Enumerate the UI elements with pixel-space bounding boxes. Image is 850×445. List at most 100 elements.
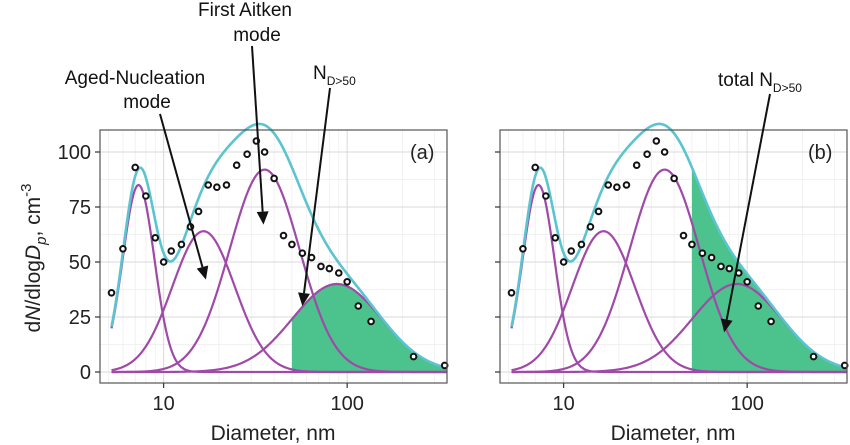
data-point [679,231,688,240]
x-axis-label-b: Diameter, nm [611,422,736,445]
data-point [107,289,116,297]
mode-curve-3 [511,168,847,374]
panel-b-label: (b) [808,142,832,164]
shaded-nd50-area [291,284,447,372]
data-point [754,302,763,310]
y-tick-label: 50 [69,252,91,274]
data-point [519,245,527,253]
y-tick-label: 0 [80,362,91,384]
y-axis-label-tail: , cm [22,197,45,237]
data-point [222,181,231,189]
x-tick-label: 100 [730,393,763,415]
data-point [119,245,127,253]
arrow-nd50 [298,87,331,306]
y-tick-label: 100 [58,142,91,164]
anno-total-main: total N [718,70,773,91]
data-point [317,262,325,271]
data-point [354,302,363,310]
data-point [652,137,661,145]
data-point [594,207,603,216]
arrow-aged-nucleation [159,113,209,280]
x-tick-label: 10 [553,393,575,415]
data-point [334,269,343,277]
x-tick-label: 100 [330,393,363,415]
panel-a-ticks: 10 100 0 25 50 75 100 [58,142,364,415]
data-point [660,148,669,156]
data-point [142,192,150,200]
data-point [559,258,568,266]
total-fit-curve [510,122,848,370]
anno-nd50-main: N [313,63,327,84]
data-point [270,174,278,183]
mode-curve-3 [111,168,447,374]
panel-a-marks [107,122,449,374]
data-point [232,161,241,169]
data-point [507,289,516,297]
data-point [151,234,160,242]
data-point [670,174,678,183]
y-axis-label-sub: p [33,237,50,246]
arrow-first-aitken [251,45,269,225]
data-point [707,253,716,262]
y-tick-label: 75 [69,197,91,219]
arrow-total-nd50 [720,93,771,333]
y-axis-label: dN/dlogDp, cm-3 [18,184,50,333]
panel-b-ticks: 10 100 [495,151,764,415]
panel-b: 10 100 (b) [495,122,849,415]
y-axis-label-mid: /dlog [22,260,45,306]
x-axis-label-a: Diameter, nm [211,422,336,445]
data-point [409,352,418,361]
anno-nd50: ND>50 [313,63,356,88]
panel-a: 10 100 0 25 50 75 100 (a) [58,122,449,415]
y-axis-label-sup: -3 [18,184,35,197]
data-point [367,317,375,326]
data-point [613,183,621,191]
y-tick-label: 25 [69,307,91,329]
y-axis-label-d: d [22,321,45,333]
data-point [531,163,540,172]
panel-a-label: (a) [410,142,434,164]
data-point [604,181,613,189]
data-point [632,161,641,169]
data-point [586,223,595,231]
data-point [288,240,296,249]
data-point [567,247,576,255]
data-point [213,183,221,191]
y-axis-label-n: N [22,305,45,321]
data-point [194,207,203,216]
data-point [725,264,734,273]
data-point [159,258,168,266]
data-point [167,247,176,255]
data-point [542,192,550,200]
data-point [243,150,251,158]
data-point [743,278,751,286]
data-point [767,317,775,326]
data-point [279,231,288,240]
data-point [717,262,725,271]
anno-total-nd50: total ND>50 [718,70,802,95]
anno-nd50-sub: D>50 [327,74,356,88]
annotation-aged-nucleation: Aged-Nucleation mode [65,68,205,113]
anno-total-sub: D>50 [773,81,802,95]
data-point [643,150,651,158]
data-point [131,163,140,172]
data-point [298,249,307,257]
x-tick-label: 10 [153,393,175,415]
anno-aitken-line1: First Aitken [198,0,292,21]
data-point [177,240,186,249]
data-point [343,278,351,286]
panel-b-frame [499,129,848,384]
data-point [622,181,631,189]
total-fit-curve [110,122,448,370]
panel-a-frame [99,129,448,384]
y-axis-label-dp: D [22,245,45,260]
data-point [260,148,269,156]
data-point [688,240,696,249]
data-point [551,234,560,242]
anno-aitken-line2: mode [233,25,281,46]
annotation-arrows [159,45,771,333]
data-point [325,264,334,273]
data-point [204,181,213,189]
data-point [809,352,818,361]
